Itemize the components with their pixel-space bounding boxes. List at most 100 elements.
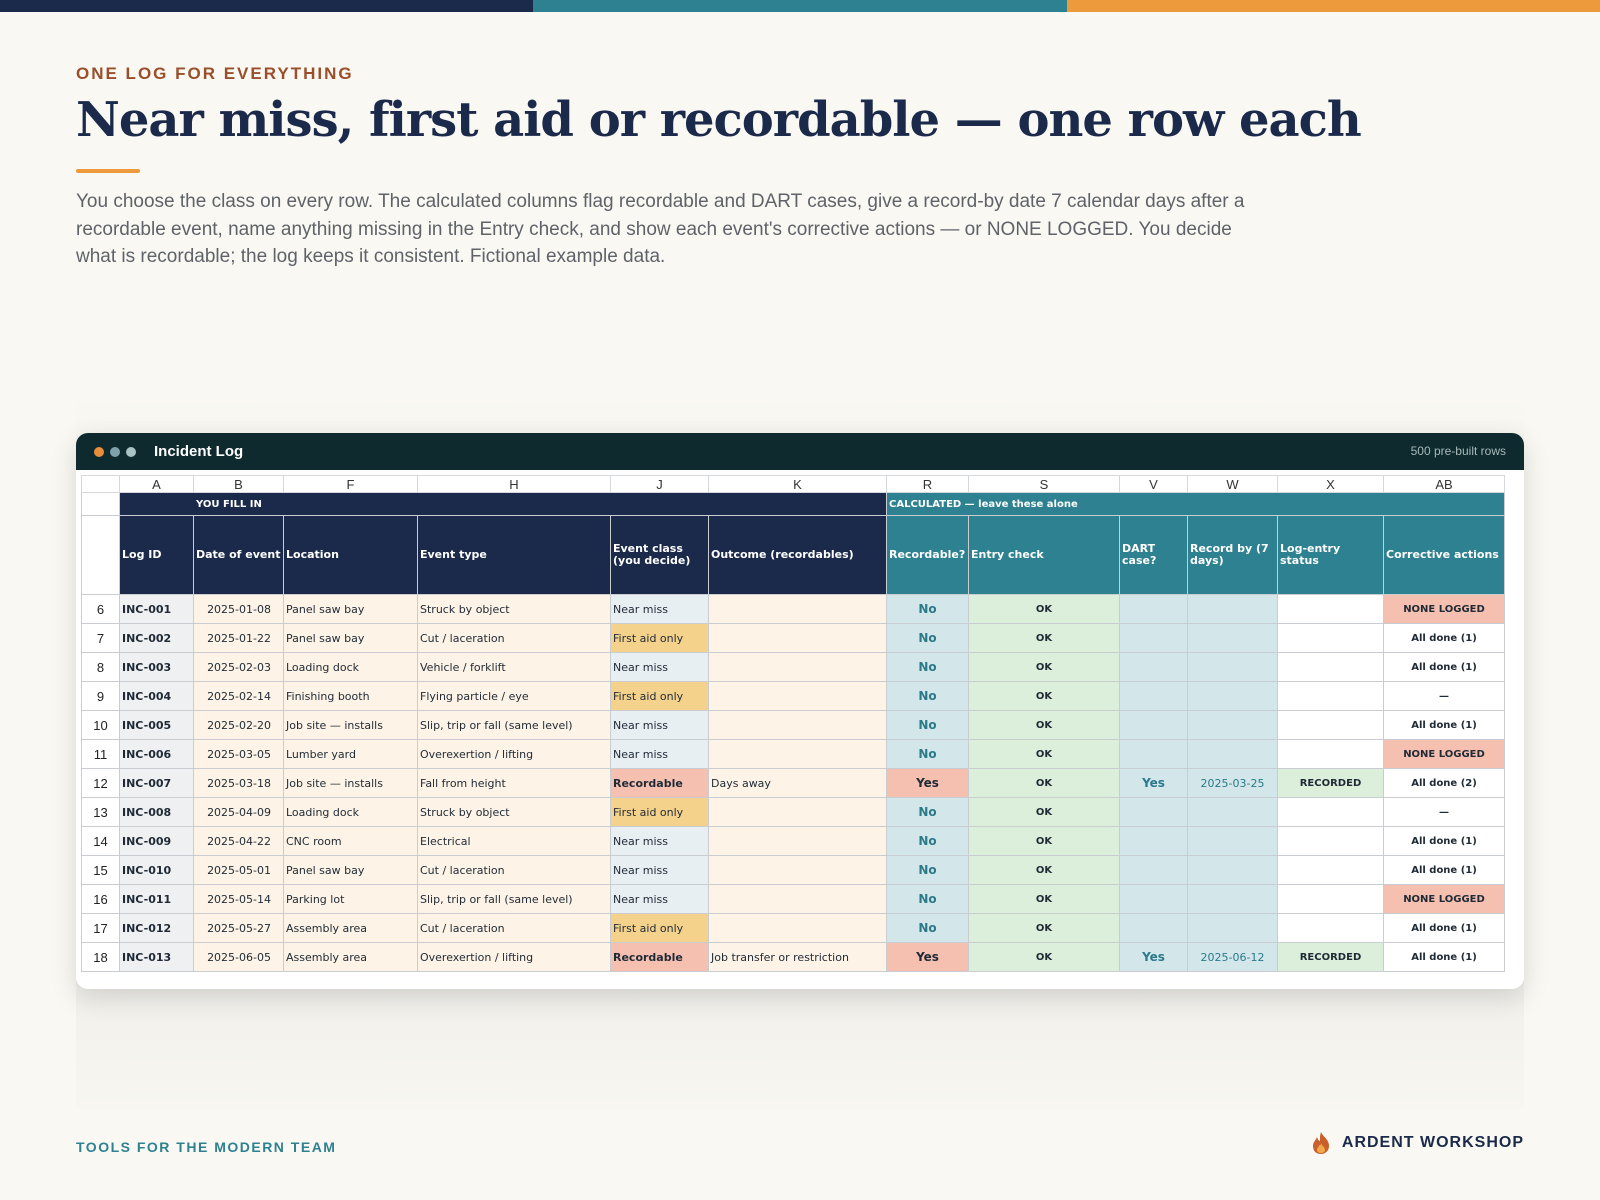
- cell-event-class[interactable]: First aid only: [610, 913, 709, 943]
- column-letter-v[interactable]: V: [1119, 475, 1188, 493]
- cell-outcome[interactable]: [708, 739, 887, 769]
- cell-event-class[interactable]: Near miss: [610, 855, 709, 885]
- cell-event-type[interactable]: Overexertion / lifting: [417, 942, 611, 972]
- row-number[interactable]: 14: [81, 826, 120, 856]
- cell-event-class[interactable]: Near miss: [610, 826, 709, 856]
- cell-date[interactable]: 2025-05-01: [193, 855, 284, 885]
- cell-date[interactable]: 2025-04-22: [193, 826, 284, 856]
- cell-event-class[interactable]: First aid only: [610, 623, 709, 653]
- cell-outcome[interactable]: [708, 681, 887, 711]
- cell-dart-case[interactable]: [1119, 652, 1188, 682]
- cell-recordable[interactable]: Yes: [886, 942, 969, 972]
- cell-corrective-actions[interactable]: All done (1): [1383, 913, 1505, 943]
- row-number[interactable]: 15: [81, 855, 120, 885]
- cell-outcome[interactable]: [708, 797, 887, 827]
- row-number[interactable]: 4: [81, 492, 120, 516]
- cell-event-class[interactable]: Near miss: [610, 652, 709, 682]
- row-number[interactable]: 16: [81, 884, 120, 914]
- header-event-class[interactable]: Event class (you decide): [610, 515, 709, 595]
- row-number[interactable]: 7: [81, 623, 120, 653]
- cell-recordable[interactable]: No: [886, 594, 969, 624]
- cell-recordable[interactable]: No: [886, 739, 969, 769]
- cell-log-entry-status[interactable]: [1277, 855, 1384, 885]
- cell-log-id[interactable]: INC-002: [119, 623, 194, 653]
- cell-record-by[interactable]: [1187, 623, 1278, 653]
- cell-event-type[interactable]: Flying particle / eye: [417, 681, 611, 711]
- cell-date[interactable]: 2025-01-08: [193, 594, 284, 624]
- row-number[interactable]: 17: [81, 913, 120, 943]
- row-number[interactable]: 18: [81, 942, 120, 972]
- cell-record-by[interactable]: [1187, 884, 1278, 914]
- cell-recordable[interactable]: No: [886, 623, 969, 653]
- cell-event-type[interactable]: Fall from height: [417, 768, 611, 798]
- cell-entry-check[interactable]: OK: [968, 652, 1120, 682]
- cell-log-entry-status[interactable]: [1277, 884, 1384, 914]
- cell-date[interactable]: 2025-05-14: [193, 884, 284, 914]
- header-log-id[interactable]: Log ID: [119, 515, 194, 595]
- row-number[interactable]: 12: [81, 768, 120, 798]
- cell-log-id[interactable]: INC-009: [119, 826, 194, 856]
- cell-event-type[interactable]: Struck by object: [417, 594, 611, 624]
- cell-outcome[interactable]: [708, 855, 887, 885]
- cell-record-by[interactable]: 2025-06-12: [1187, 942, 1278, 972]
- cell-date[interactable]: 2025-02-20: [193, 710, 284, 740]
- cell-location[interactable]: Assembly area: [283, 913, 418, 943]
- header-record-by[interactable]: Record by (7 days): [1187, 515, 1278, 595]
- cell-entry-check[interactable]: OK: [968, 710, 1120, 740]
- cell-recordable[interactable]: No: [886, 855, 969, 885]
- cell-log-id[interactable]: INC-012: [119, 913, 194, 943]
- cell-outcome[interactable]: [708, 884, 887, 914]
- cell-entry-check[interactable]: OK: [968, 913, 1120, 943]
- column-letter-f[interactable]: F: [283, 475, 418, 493]
- window-dot-light[interactable]: [126, 446, 136, 457]
- cell-dart-case[interactable]: [1119, 797, 1188, 827]
- cell-record-by[interactable]: 2025-03-25: [1187, 768, 1278, 798]
- cell-date[interactable]: 2025-05-27: [193, 913, 284, 943]
- column-letter-w[interactable]: W: [1187, 475, 1278, 493]
- cell-record-by[interactable]: [1187, 681, 1278, 711]
- cell-corrective-actions[interactable]: NONE LOGGED: [1383, 884, 1505, 914]
- cell-log-entry-status[interactable]: RECORDED: [1277, 942, 1384, 972]
- cell-dart-case[interactable]: [1119, 826, 1188, 856]
- cell-dart-case[interactable]: [1119, 623, 1188, 653]
- row-number[interactable]: 5: [81, 515, 120, 595]
- cell-entry-check[interactable]: OK: [968, 942, 1120, 972]
- row-number[interactable]: 10: [81, 710, 120, 740]
- cell-log-entry-status[interactable]: RECORDED: [1277, 768, 1384, 798]
- cell-recordable[interactable]: No: [886, 884, 969, 914]
- cell-log-id[interactable]: INC-011: [119, 884, 194, 914]
- cell-record-by[interactable]: [1187, 855, 1278, 885]
- header-location[interactable]: Location: [283, 515, 418, 595]
- cell-outcome[interactable]: [708, 913, 887, 943]
- header-entry-check[interactable]: Entry check: [968, 515, 1120, 595]
- cell-entry-check[interactable]: OK: [968, 768, 1120, 798]
- cell-dart-case[interactable]: Yes: [1119, 942, 1188, 972]
- cell-date[interactable]: 2025-06-05: [193, 942, 284, 972]
- cell-event-class[interactable]: Recordable: [610, 942, 709, 972]
- cell-corrective-actions[interactable]: NONE LOGGED: [1383, 594, 1505, 624]
- column-letter-r[interactable]: R: [886, 475, 969, 493]
- cell-date[interactable]: 2025-04-09: [193, 797, 284, 827]
- cell-log-entry-status[interactable]: [1277, 594, 1384, 624]
- cell-log-id[interactable]: INC-004: [119, 681, 194, 711]
- column-letter-ab[interactable]: AB: [1383, 475, 1505, 493]
- cell-event-class[interactable]: Near miss: [610, 710, 709, 740]
- header-log-entry-status[interactable]: Log-entry status: [1277, 515, 1384, 595]
- window-dot-grey[interactable]: [110, 446, 120, 457]
- cell-recordable[interactable]: No: [886, 710, 969, 740]
- cell-location[interactable]: Lumber yard: [283, 739, 418, 769]
- cell-corrective-actions[interactable]: NONE LOGGED: [1383, 739, 1505, 769]
- cell-log-entry-status[interactable]: [1277, 826, 1384, 856]
- cell-dart-case[interactable]: [1119, 855, 1188, 885]
- cell-log-id[interactable]: INC-007: [119, 768, 194, 798]
- cell-event-class[interactable]: Recordable: [610, 768, 709, 798]
- cell-event-class[interactable]: Near miss: [610, 884, 709, 914]
- cell-log-entry-status[interactable]: [1277, 739, 1384, 769]
- column-letter-s[interactable]: S: [968, 475, 1120, 493]
- row-number[interactable]: 13: [81, 797, 120, 827]
- cell-location[interactable]: Panel saw bay: [283, 594, 418, 624]
- cell-event-class[interactable]: First aid only: [610, 797, 709, 827]
- cell-location[interactable]: Assembly area: [283, 942, 418, 972]
- cell-record-by[interactable]: [1187, 594, 1278, 624]
- cell-date[interactable]: 2025-02-14: [193, 681, 284, 711]
